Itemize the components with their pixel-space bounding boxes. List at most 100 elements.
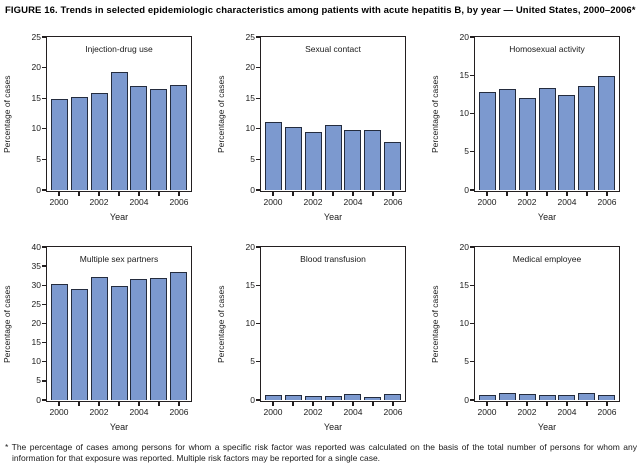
bar: [364, 130, 381, 190]
y-tick-label: 0: [36, 184, 41, 195]
x-tick-slot: 2000: [478, 192, 496, 210]
x-tick-label: 2004: [129, 407, 149, 417]
x-tick-label: 2000: [49, 197, 69, 207]
y-tick-label: 5: [250, 356, 255, 367]
bar: [265, 122, 283, 190]
x-tick-mark: [526, 402, 528, 406]
x-tick-mark: [272, 192, 274, 196]
bar: [150, 88, 167, 190]
x-tick-mark: [312, 192, 314, 196]
bar: [518, 394, 536, 400]
y-tick-mark: [469, 36, 474, 38]
y-tick-label: 20: [245, 241, 255, 252]
y-tick-label: 30: [31, 279, 41, 290]
x-tick-mark: [98, 192, 100, 196]
y-tick-label: 20: [31, 318, 41, 328]
x-tick-label: 2006: [169, 407, 189, 417]
y-tick-label: 40: [31, 241, 41, 252]
bar: [71, 96, 88, 190]
x-tick-label: 2006: [169, 197, 189, 207]
x-tick-label: 2006: [597, 407, 617, 417]
chart-title: Sexual contact: [305, 44, 361, 54]
bar: [304, 132, 322, 190]
x-axis-title: Year: [537, 422, 557, 432]
x-tick-mark: [486, 192, 488, 196]
chart-multiple-sex-partners: Percentage of cases 0 5 10 15 20 25 30 35 40 Multi…: [0, 240, 214, 440]
x-tick-label: 2000: [263, 407, 283, 417]
x-tick-slot: 2002: [518, 192, 536, 210]
y-tick-label: 10: [31, 356, 41, 367]
x-tick-slot: 2002: [303, 192, 323, 210]
x-axis-ticks: 2000 2002 2004 2006: [48, 192, 191, 210]
y-tick-label: 25: [31, 298, 41, 309]
x-axis-title: Year: [109, 212, 129, 222]
x-tick-slot: 2002: [89, 192, 109, 210]
x-tick-mark: [332, 192, 334, 196]
x-tick-slot: 2004: [129, 402, 149, 420]
y-tick-label: 5: [464, 356, 469, 367]
x-tick-label: 2000: [477, 407, 497, 417]
bar: [130, 86, 148, 190]
x-tick-label: 2002: [303, 407, 323, 417]
x-tick-mark: [78, 402, 80, 406]
x-tick-label: 2002: [89, 407, 109, 417]
x-tick-slot: 2000: [49, 192, 69, 210]
bar: [538, 394, 556, 400]
x-tick-label: 2002: [89, 197, 109, 207]
x-axis-ticks: 2000 2002 2004 2006: [262, 402, 405, 420]
x-tick-label: 2004: [557, 407, 577, 417]
x-tick-mark: [178, 192, 180, 196]
y-axis-title: Percentage of cases: [2, 75, 12, 153]
x-tick-slot: [111, 192, 128, 210]
x-tick-mark: [272, 402, 274, 406]
x-tick-mark: [372, 192, 374, 196]
bars-group: [477, 39, 618, 190]
x-tick-slot: [151, 402, 168, 420]
x-tick-slot: 2006: [384, 192, 402, 210]
x-tick-mark: [118, 192, 120, 196]
y-tick-label: 20: [459, 241, 469, 252]
bar: [558, 394, 576, 400]
y-tick-mark: [469, 74, 474, 76]
x-tick-slot: 2004: [344, 402, 362, 420]
bar: [344, 130, 362, 190]
x-tick-slot: 2004: [557, 192, 577, 210]
y-tick-label: 5: [36, 153, 41, 164]
x-tick-label: 2002: [303, 197, 323, 207]
chart-title: Blood transfusion: [300, 254, 366, 264]
x-tick-mark: [392, 192, 394, 196]
x-tick-slot: 2002: [518, 402, 536, 420]
x-tick-mark: [546, 192, 548, 196]
bar: [150, 277, 167, 400]
plot-area: Blood transfusion: [260, 246, 406, 402]
y-tick-mark: [255, 284, 260, 286]
y-tick-mark: [255, 158, 260, 161]
x-tick-slot: [71, 192, 88, 210]
bar: [364, 397, 381, 400]
y-tick-label: 5: [36, 375, 41, 386]
x-tick-label: 2006: [597, 197, 617, 207]
y-tick-mark: [469, 189, 474, 191]
y-axis-title: Percentage of cases: [216, 285, 226, 363]
y-tick-mark: [469, 322, 474, 325]
x-tick-label: 2004: [557, 197, 577, 207]
y-tick-mark: [41, 322, 46, 325]
bar: [578, 85, 595, 190]
bar: [538, 87, 556, 190]
bars-group: [477, 249, 618, 400]
y-tick-mark: [469, 246, 474, 248]
x-tick-mark: [312, 402, 314, 406]
x-tick-mark: [58, 192, 60, 196]
x-tick-mark: [178, 402, 180, 406]
bar: [344, 394, 362, 400]
chart-sexual-contact: Percentage of cases 0 5 10 15 20 25 Sexual cont…: [214, 30, 428, 240]
x-tick-slot: 2000: [477, 402, 497, 420]
x-axis-ticks: 2000 2002 2004 2006: [476, 402, 619, 420]
x-tick-label: 2004: [129, 197, 149, 207]
x-tick-slot: 2000: [264, 192, 282, 210]
bar: [479, 91, 497, 190]
x-tick-mark: [158, 192, 160, 196]
y-tick-mark: [41, 341, 46, 344]
bar: [518, 97, 536, 190]
